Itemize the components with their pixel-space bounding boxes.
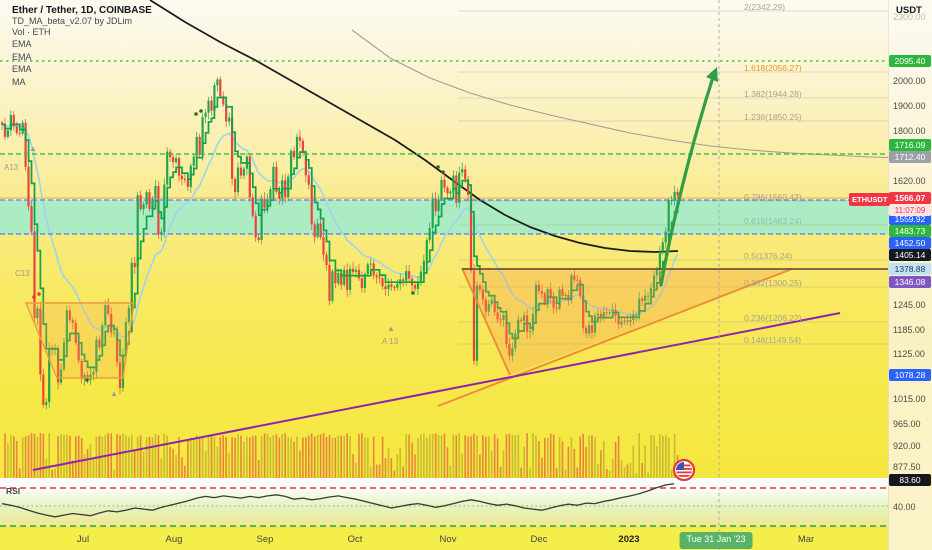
time-axis-label[interactable]: Oct [347,534,363,545]
indicator-title[interactable]: TD_MA_beta_v2.07 by JDLim [12,16,133,26]
time-axis-label[interactable]: Sep [256,534,274,545]
price-scale-label: 1620.00 [893,176,926,186]
price-axis-badge: 1559.92 [889,213,931,225]
fib-level-label: 0.618(1483.24) [744,216,802,226]
volume-legend[interactable]: Vol · ETH [12,27,51,37]
ma-legend-row[interactable]: EMA [12,51,32,62]
price-axis-badge: 1483.73 [889,225,931,237]
time-axis-label[interactable]: Mar [797,534,815,545]
time-axis-label[interactable]: Dec [530,534,548,545]
crosshair-date-badge: Tue 31 Jan '23 [679,532,753,549]
fib-level-label: 0.148(1149.54) [744,335,802,345]
crosshair-date-text: Tue 31 Jan '23 [686,534,746,544]
price-scale-label-faint: 2300.00 [893,12,926,22]
time-axis-label[interactable]: Aug [165,534,183,545]
ma-legend-row[interactable]: EMA [12,64,32,74]
fib-level-label: 0.236(1206.22) [744,313,802,323]
fib-level-label: 1.618(2056.27) [744,63,802,73]
ma-legend-row[interactable]: MA [12,76,26,87]
ma-legend-row[interactable]: EMA [12,39,32,49]
price-axis-badge: 1346.08 [889,276,931,288]
price-scale-label: 1900.00 [893,101,926,111]
candle-countdown-badge: 11:07:09 [889,205,931,216]
us-flag-event-icon[interactable] [672,458,696,482]
td-mark-text: A13 [4,163,19,172]
price-axis-unit: USDT [896,5,922,16]
time-axis-label[interactable]: 2023 [618,534,640,545]
price-axis-badge: 1405.14 [889,249,931,261]
price-scale-label: 1125.00 [893,349,925,359]
chart-legend: Ether / Tether, 1D, COINBASE TD_MA_beta_… [12,5,152,88]
symbol-price-badge: ETHUSDT [849,193,891,206]
price-axis-badge: 83.60 [889,474,931,486]
fib-level-label: 0.786(1560.43) [744,192,802,202]
td-mark-text: C13 [15,269,30,278]
price-axis-badge: 2095.40 [889,55,931,67]
td-mark-text: A 13 [382,337,399,346]
price-axis-badge: 1378.88 [889,263,931,275]
price-scale-label: 877.50 [893,462,921,472]
price-scale-label: 920.00 [893,441,921,451]
fib-level-label: 0.5(1376.24) [744,251,793,261]
price-scale-label: 2000.00 [893,76,926,86]
price-axis-badge: 1452.50 [889,237,931,249]
time-axis-label[interactable]: Nov [439,534,457,545]
price-scale-label: 965.00 [893,419,921,429]
symbol-title[interactable]: Ether / Tether, 1D, COINBASE [12,5,152,16]
price-scale-label: 40.00 [893,502,916,512]
price-axis[interactable]: USDT [888,0,932,550]
price-scale-label: 1015.00 [893,394,926,404]
fib-level-label: 1.382(1944.28) [744,89,802,99]
price-scale-label: 1185.00 [893,325,925,335]
symbol-badge-label: ETHUSDT [852,195,888,204]
fib-level-label: 2(2342.29) [744,2,786,12]
fib-level-label: 1.236(1850.25) [744,112,802,122]
last-price-badge: 1566.07 [889,192,931,204]
price-scale-label: 1245.00 [893,300,926,310]
price-axis-badge: 1716.09 [889,139,931,151]
price-axis-badge: 1712.40 [889,151,931,163]
fib-level-label: 0.382(1300.25) [744,278,802,288]
rsi-label[interactable]: RSI [6,486,21,496]
price-axis-badge: 1078.28 [889,369,931,381]
price-scale-label: 1800.00 [893,126,926,136]
time-axis-label[interactable]: Jul [76,534,90,545]
